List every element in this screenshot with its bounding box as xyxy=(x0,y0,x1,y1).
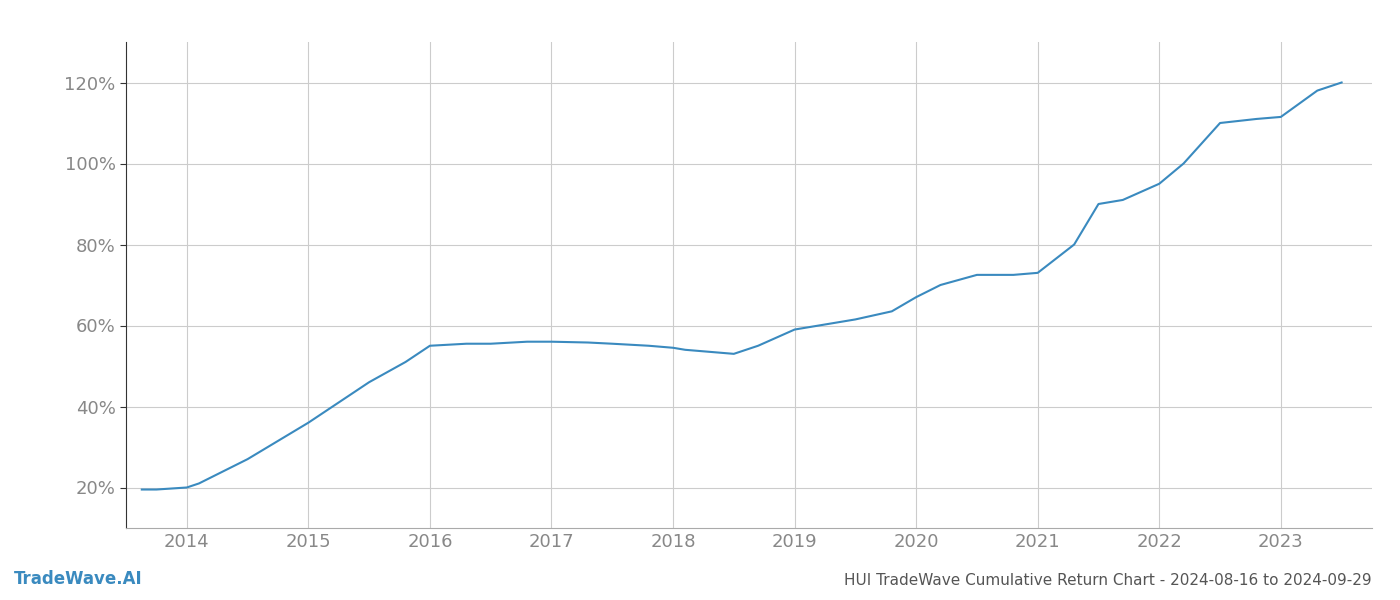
Text: HUI TradeWave Cumulative Return Chart - 2024-08-16 to 2024-09-29: HUI TradeWave Cumulative Return Chart - … xyxy=(844,573,1372,588)
Text: TradeWave.AI: TradeWave.AI xyxy=(14,570,143,588)
